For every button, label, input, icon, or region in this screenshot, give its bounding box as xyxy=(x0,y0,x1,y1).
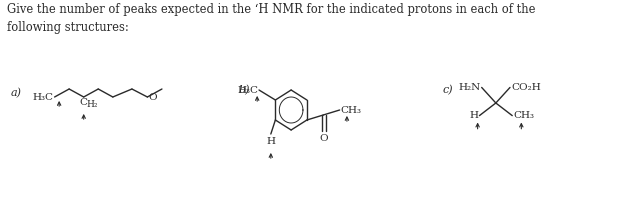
Text: CH₃: CH₃ xyxy=(341,106,362,114)
Text: c): c) xyxy=(442,85,453,95)
Text: O: O xyxy=(320,134,329,143)
Text: H₂N: H₂N xyxy=(459,83,481,92)
Text: O: O xyxy=(148,93,157,101)
Text: H₃C: H₃C xyxy=(237,85,258,95)
Text: Give the number of peaks expected in the ‘H NMR for the indicated protons in eac: Give the number of peaks expected in the… xyxy=(7,3,536,33)
Text: CO₂H: CO₂H xyxy=(511,83,541,92)
Text: a): a) xyxy=(11,88,22,98)
Text: H₃C: H₃C xyxy=(33,93,54,101)
Text: H: H xyxy=(266,137,276,146)
Text: C: C xyxy=(80,98,88,107)
Text: H₂: H₂ xyxy=(87,100,98,109)
Text: CH₃: CH₃ xyxy=(513,111,534,120)
Text: H: H xyxy=(470,111,478,120)
Text: b): b) xyxy=(239,85,250,95)
